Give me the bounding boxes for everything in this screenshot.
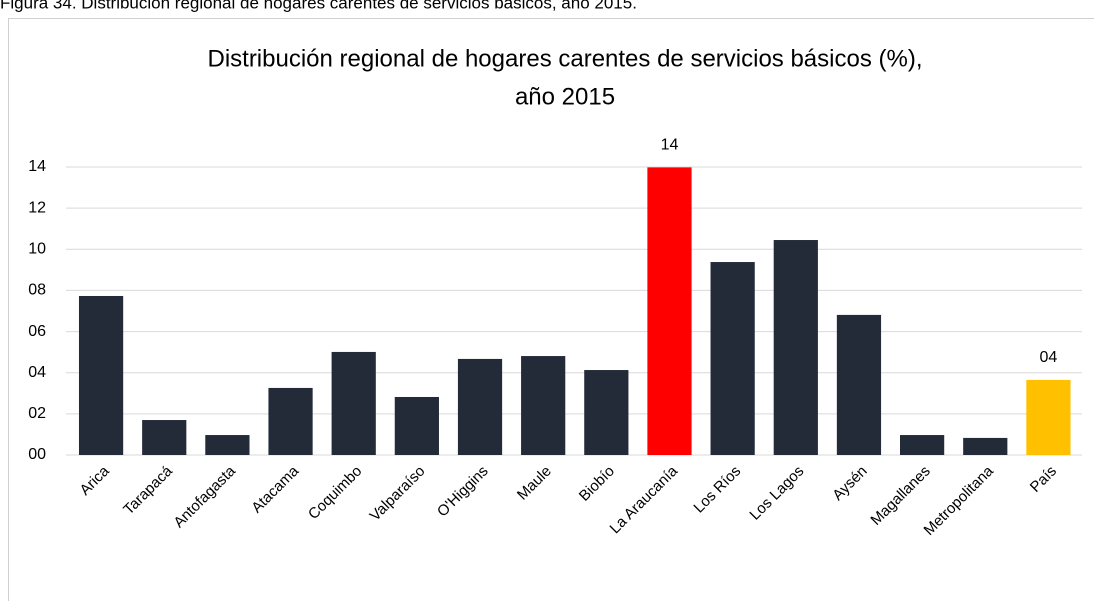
x-tick-label: Biobío [576, 463, 618, 505]
x-tick-label: Coquimbo [305, 463, 365, 523]
bar [836, 314, 882, 455]
y-tick-label: 02 [28, 405, 46, 422]
bar [331, 351, 376, 455]
x-tick-label: Maule [514, 463, 555, 504]
y-tick-label: 08 [28, 282, 46, 299]
chart-title: Distribución regional de hogares carente… [207, 45, 922, 72]
bar [773, 240, 818, 455]
chart-border [8, 18, 1094, 601]
bar [78, 295, 124, 455]
bar [521, 356, 566, 455]
y-tick-label: 00 [28, 446, 46, 463]
x-tick-label: O'Higgins [434, 463, 492, 521]
x-tick-label: Los Lagos [746, 463, 807, 524]
x-tick-label: Valparaíso [367, 463, 429, 525]
y-tick-label: 12 [28, 199, 46, 216]
x-tick-label: País [1027, 463, 1060, 496]
data-label: 14 [661, 137, 679, 154]
bar [142, 420, 187, 455]
bar [394, 396, 439, 455]
y-tick-label: 06 [28, 323, 46, 340]
bar [1026, 379, 1071, 455]
y-tick-label: 04 [28, 364, 46, 381]
bar [710, 262, 755, 455]
x-tick-label: Antofagasta [170, 462, 239, 531]
x-tick-label: Tarapacá [120, 462, 176, 518]
caption: Figura 34. Distribución regional de hoga… [0, 0, 637, 12]
x-tick-label: La Araucanía [607, 462, 682, 537]
x-tick-label: Atacama [248, 462, 302, 516]
y-tick-label: 14 [28, 158, 46, 175]
chart-title: año 2015 [515, 83, 615, 110]
data-label: 04 [1040, 349, 1058, 366]
bar [457, 358, 503, 455]
bar [900, 435, 945, 455]
bar [584, 370, 629, 455]
bar [647, 167, 692, 455]
bar [205, 435, 250, 455]
bar [963, 437, 1008, 455]
x-tick-label: Arica [77, 462, 114, 499]
x-tick-label: Aysén [829, 463, 870, 504]
y-tick-label: 10 [28, 241, 46, 258]
x-tick-label: Los Ríos [690, 463, 744, 517]
bar [268, 387, 313, 455]
x-tick-label: Magallanes [867, 463, 933, 529]
